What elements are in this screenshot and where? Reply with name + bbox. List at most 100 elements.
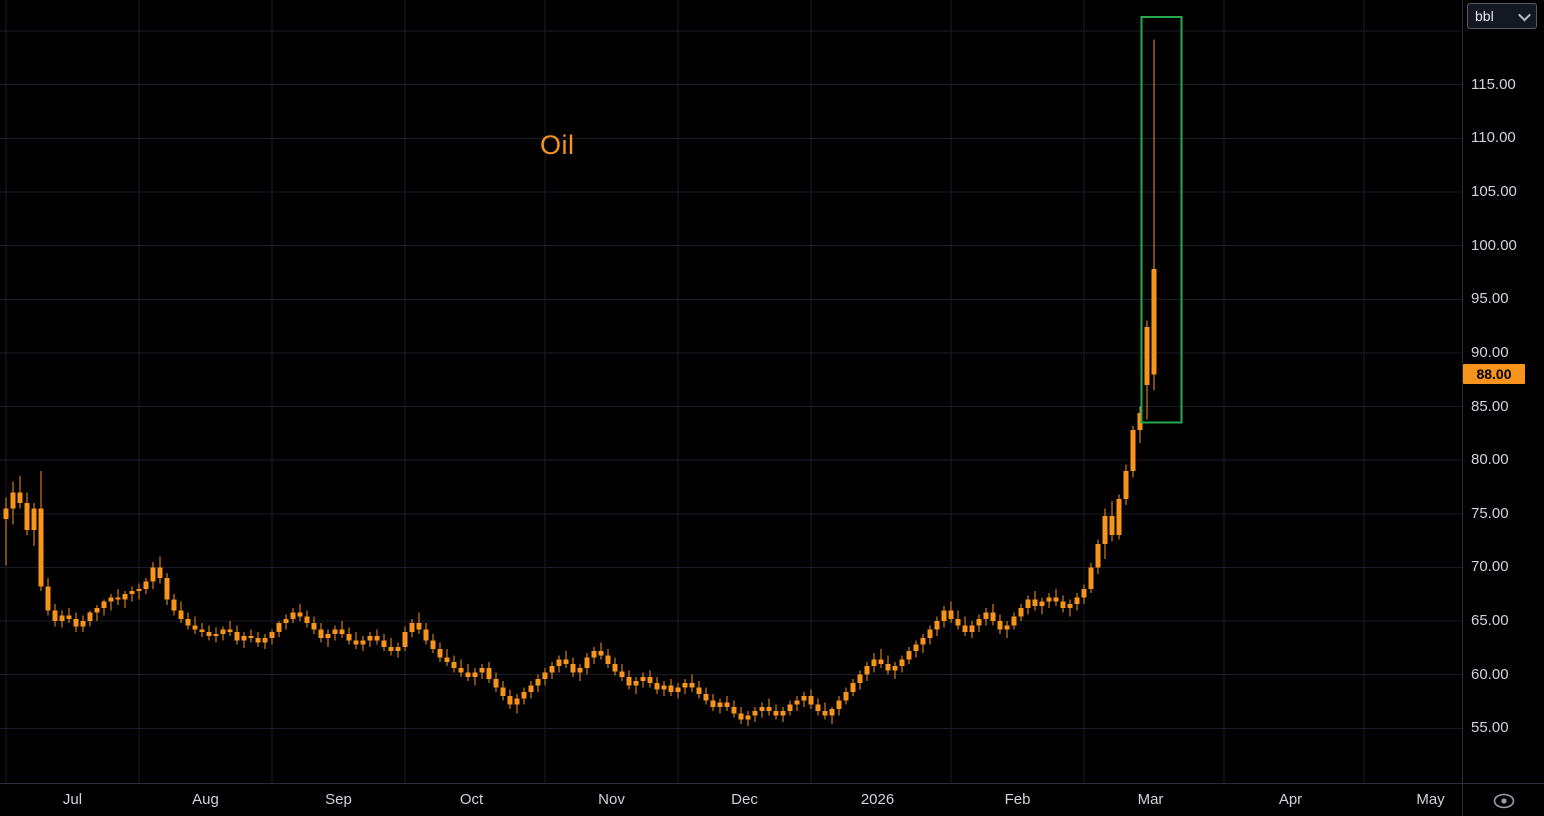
candle-body: [346, 633, 352, 641]
candle-body: [255, 638, 261, 643]
candle-body: [115, 597, 121, 600]
candle-body: [1046, 597, 1052, 602]
candle-body: [605, 655, 611, 664]
candle-body: [87, 612, 93, 622]
candle-body: [962, 625, 968, 632]
candle-body: [1144, 327, 1150, 386]
price-tick-label: 100.00: [1471, 236, 1517, 254]
candle-body: [1130, 430, 1136, 471]
chart-text-annotation[interactable]: Oil: [540, 130, 575, 160]
candle-body: [668, 685, 674, 692]
candle-body: [381, 640, 387, 647]
candle-body: [500, 687, 506, 697]
candle-body: [248, 636, 254, 639]
candle-body: [745, 715, 751, 720]
price-tick-label: 95.00: [1471, 290, 1509, 308]
price-tick-label: 60.00: [1471, 665, 1509, 683]
candle-body: [304, 616, 310, 624]
candle-body: [850, 683, 856, 692]
candle-body: [514, 698, 520, 705]
candle-body: [885, 663, 891, 671]
candle-body: [577, 668, 583, 673]
price-tick-label: 115.00: [1471, 75, 1516, 93]
candle-body: [808, 696, 814, 705]
candle-body: [1095, 543, 1101, 568]
candle-body: [227, 629, 233, 632]
candle-body: [430, 640, 436, 649]
unit-selector-dropdown[interactable]: bbl: [1467, 3, 1537, 29]
candle-body: [1102, 515, 1108, 544]
candle-body: [290, 612, 296, 619]
candle-body: [311, 623, 317, 630]
candle-body: [969, 625, 975, 632]
candle-body: [535, 678, 541, 686]
candle-body: [10, 492, 16, 509]
candle-body: [780, 711, 786, 716]
time-axis-label[interactable]: Dec: [731, 791, 758, 808]
time-axis-label[interactable]: Mar: [1137, 791, 1164, 808]
candle-body: [479, 668, 485, 673]
candle-body: [549, 666, 555, 673]
candle-body: [213, 633, 219, 637]
candle-body: [388, 646, 394, 652]
candle-body: [920, 638, 926, 645]
candle-body: [766, 706, 772, 712]
time-axis[interactable]: Jul Aug Sep Oct Nov Dec 2026 Feb Mar Apr May: [0, 783, 1462, 816]
chart-canvas[interactable]: Oil: [0, 0, 1462, 783]
candle-body: [38, 508, 44, 587]
candle-body: [136, 588, 142, 592]
candle-body: [955, 618, 961, 626]
highlight-box-annotation[interactable]: [1140, 16, 1183, 424]
candle-body: [234, 631, 240, 641]
candle-body: [171, 599, 177, 611]
candle-body: [374, 636, 380, 641]
candle-body: [661, 685, 667, 690]
time-axis-label[interactable]: 2026: [860, 791, 895, 808]
candle-body: [409, 623, 415, 632]
time-axis-label[interactable]: Nov: [598, 791, 625, 808]
candle-body: [108, 597, 114, 602]
candle-body: [1011, 616, 1017, 626]
candle-body: [990, 612, 996, 622]
candle-body: [934, 621, 940, 630]
candle-body: [24, 503, 30, 530]
candle-body: [801, 696, 807, 701]
eye-icon[interactable]: [1493, 793, 1515, 809]
candle-body: [1081, 588, 1087, 598]
time-axis-label[interactable]: May: [1416, 791, 1445, 808]
price-tick-label: 70.00: [1471, 558, 1509, 576]
candle-body: [843, 691, 849, 701]
price-tick-label: 90.00: [1471, 343, 1509, 361]
candle-body: [612, 663, 618, 672]
time-axis-label[interactable]: Sep: [325, 791, 352, 808]
price-axis[interactable]: bbl 88.00 115.00 110.00 105.00 100.00 95.00 9…: [1462, 0, 1544, 783]
time-axis-label[interactable]: Apr: [1278, 791, 1303, 808]
candle-body: [724, 702, 730, 707]
candle-body: [731, 706, 737, 714]
candle-body: [948, 610, 954, 619]
chevron-down-icon: [1518, 8, 1531, 21]
candle-body: [997, 621, 1003, 630]
candle-body: [1151, 269, 1157, 375]
candle-body: [17, 492, 23, 504]
candle-body: [1025, 599, 1031, 609]
last-price-badge: 88.00: [1463, 364, 1525, 385]
candle-body: [185, 618, 191, 626]
candle-body: [423, 629, 429, 641]
candle-body: [689, 683, 695, 688]
candle-body: [619, 671, 625, 677]
candle-body: [542, 672, 548, 679]
time-axis-label[interactable]: Jul: [62, 791, 83, 808]
candle-body: [717, 702, 723, 707]
candle-body: [339, 629, 345, 634]
time-axis-label[interactable]: Oct: [459, 791, 484, 808]
price-tick-label: 110.00: [1471, 129, 1516, 147]
candle-body: [654, 683, 660, 690]
time-axis-label[interactable]: Feb: [1004, 791, 1031, 808]
candle-body: [591, 651, 597, 658]
time-axis-label[interactable]: Aug: [192, 791, 219, 808]
candle-body: [899, 659, 905, 667]
candle-body: [66, 615, 72, 619]
candle-body: [465, 672, 471, 677]
candle-body: [815, 704, 821, 712]
